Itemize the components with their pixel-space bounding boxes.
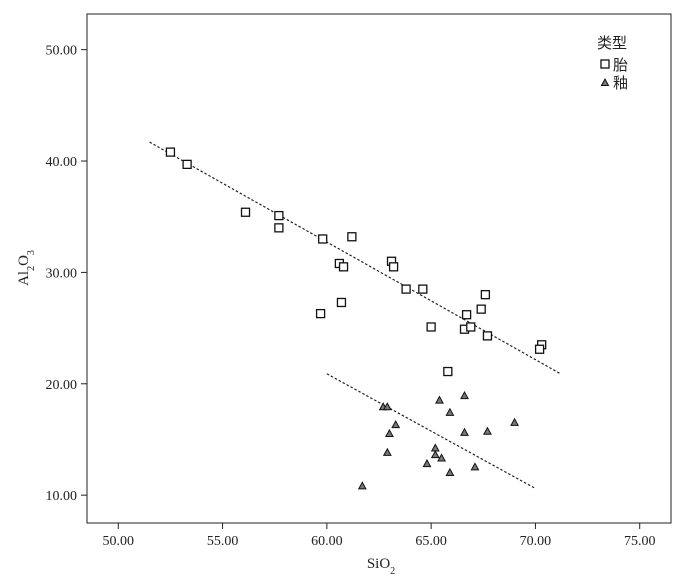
data-point-body — [466, 322, 476, 332]
y-tick-label: 50.00 — [46, 44, 78, 59]
data-point-body — [476, 304, 486, 314]
legend-entry-body: 胎 — [613, 56, 628, 74]
data-point-glaze — [510, 417, 520, 426]
data-point-body — [401, 284, 411, 294]
data-point-body — [318, 234, 328, 244]
data-points — [165, 147, 547, 490]
data-point-glaze — [422, 458, 432, 468]
data-point-body — [315, 308, 326, 319]
data-point-body — [165, 147, 176, 157]
data-point-body — [482, 331, 493, 341]
data-point-glaze — [460, 390, 469, 400]
x-axis-title: SiO2 — [367, 556, 395, 577]
data-point-body — [182, 159, 192, 170]
legend-square-marker — [600, 59, 610, 69]
data-point-body — [240, 207, 251, 217]
x-tick-label: 65.00 — [415, 534, 447, 549]
data-point-glaze — [382, 402, 392, 411]
data-point-glaze — [470, 462, 480, 471]
data-point-body — [534, 344, 545, 354]
data-point-glaze — [445, 407, 455, 416]
x-tick-label: 70.00 — [520, 534, 552, 549]
data-point-glaze — [391, 419, 401, 429]
x-tick-label: 60.00 — [311, 534, 343, 549]
data-point-glaze — [382, 447, 392, 456]
data-point-body — [443, 366, 453, 377]
y-tick-label: 10.00 — [46, 489, 78, 504]
plot-frame — [86, 13, 672, 524]
axis-ticks: 50.00 55.00 60.00 65.00 70.00 75.00 10.00 20.00… — [46, 44, 656, 549]
data-point-body — [480, 290, 491, 300]
data-point-glaze — [437, 453, 447, 462]
data-point-body — [418, 284, 428, 294]
data-point-glaze — [357, 481, 367, 490]
data-point-body — [461, 310, 472, 320]
legend: 类型 胎 釉 — [597, 34, 628, 92]
y-tick-label: 40.00 — [46, 155, 78, 170]
trend-line — [326, 373, 536, 489]
y-tick-label: 20.00 — [46, 378, 78, 393]
data-point-body — [274, 210, 284, 221]
legend-title: 类型 — [597, 34, 627, 52]
legend-entry-glaze: 釉 — [613, 74, 628, 92]
data-point-glaze — [445, 467, 455, 476]
x-tick-label: 75.00 — [624, 534, 656, 549]
data-point-glaze — [435, 395, 444, 404]
legend-triangle-marker — [600, 77, 610, 86]
x-tick-label: 55.00 — [207, 534, 239, 549]
x-tick-label: 50.00 — [103, 534, 135, 549]
data-point-body — [347, 232, 357, 242]
data-point-glaze — [483, 426, 492, 435]
data-point-body — [338, 262, 349, 272]
y-axis-title: Al2O3 — [16, 250, 37, 286]
data-point-body — [388, 262, 399, 272]
data-point-body — [426, 322, 436, 332]
data-point-glaze — [460, 427, 469, 436]
data-point-body — [336, 297, 347, 308]
data-point-glaze — [384, 428, 394, 437]
data-point-body — [274, 223, 284, 233]
y-tick-label: 30.00 — [46, 266, 78, 281]
data-point-glaze — [430, 450, 440, 459]
